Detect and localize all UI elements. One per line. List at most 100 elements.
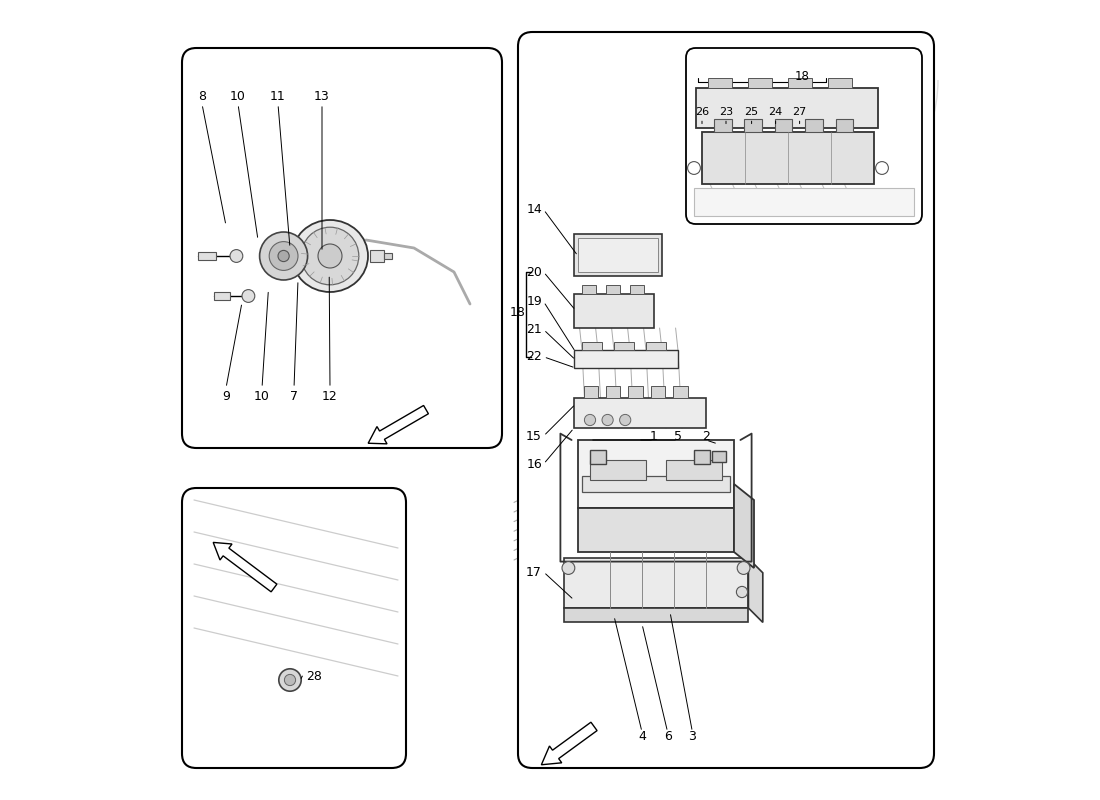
Text: 27: 27	[792, 107, 806, 117]
Ellipse shape	[292, 220, 368, 292]
Circle shape	[584, 414, 595, 426]
Bar	[614, 342, 634, 350]
Text: 20: 20	[526, 266, 542, 278]
Text: eurospares: eurospares	[226, 277, 322, 291]
Text: 16: 16	[526, 458, 542, 470]
Text: 9: 9	[222, 390, 230, 402]
FancyArrow shape	[368, 406, 428, 444]
Bar	[666, 460, 722, 480]
Circle shape	[230, 250, 243, 262]
Text: 8: 8	[198, 90, 206, 102]
Text: 14: 14	[526, 203, 542, 216]
Ellipse shape	[301, 227, 359, 285]
Bar	[788, 78, 812, 88]
FancyBboxPatch shape	[182, 48, 502, 448]
Bar	[707, 78, 732, 88]
Bar	[574, 350, 678, 368]
Bar	[714, 119, 732, 132]
Text: 26: 26	[695, 107, 710, 117]
Text: 2: 2	[702, 430, 710, 442]
Bar	[578, 238, 658, 272]
Text: eurospares: eurospares	[662, 521, 758, 535]
Circle shape	[619, 414, 630, 426]
Bar	[748, 78, 771, 88]
Bar	[574, 398, 706, 428]
Bar	[712, 451, 726, 462]
Polygon shape	[748, 558, 762, 622]
FancyBboxPatch shape	[518, 32, 934, 768]
Bar	[582, 476, 730, 492]
Text: 24: 24	[769, 107, 783, 117]
Text: 28: 28	[306, 670, 322, 682]
FancyBboxPatch shape	[182, 488, 406, 768]
Circle shape	[688, 162, 701, 174]
Bar	[606, 386, 620, 398]
Polygon shape	[734, 484, 754, 568]
Text: 7: 7	[290, 390, 298, 402]
Bar	[694, 450, 710, 464]
Circle shape	[602, 414, 613, 426]
Text: 19: 19	[526, 295, 542, 308]
Text: 3: 3	[689, 730, 696, 742]
Text: 18: 18	[510, 306, 526, 318]
Bar	[574, 294, 654, 328]
Bar	[198, 252, 216, 260]
Text: 4: 4	[638, 730, 646, 742]
Text: 6: 6	[663, 730, 671, 742]
Bar	[827, 78, 851, 88]
Text: 15: 15	[526, 430, 542, 442]
Bar	[774, 119, 792, 132]
Text: 5: 5	[674, 430, 682, 442]
Bar	[673, 386, 688, 398]
Bar	[646, 342, 666, 350]
Bar	[384, 253, 393, 259]
Bar	[214, 292, 230, 300]
Bar	[578, 440, 734, 508]
Text: 21: 21	[526, 323, 542, 336]
Circle shape	[736, 586, 748, 598]
Bar	[651, 386, 666, 398]
Text: 23: 23	[719, 107, 733, 117]
Text: 10: 10	[254, 390, 270, 402]
Text: 22: 22	[526, 350, 542, 363]
Circle shape	[285, 674, 296, 686]
Circle shape	[562, 562, 575, 574]
Bar	[695, 88, 878, 128]
Text: 12: 12	[322, 390, 338, 402]
Text: 1: 1	[650, 430, 658, 442]
Bar	[374, 192, 486, 336]
Circle shape	[260, 232, 308, 280]
Bar	[745, 119, 762, 132]
Text: 25: 25	[745, 107, 759, 117]
FancyArrow shape	[213, 542, 277, 592]
Bar	[370, 250, 384, 262]
Circle shape	[876, 162, 889, 174]
Circle shape	[318, 244, 342, 268]
FancyBboxPatch shape	[686, 48, 922, 224]
Bar	[574, 234, 662, 276]
Text: 11: 11	[271, 90, 286, 102]
Bar	[836, 119, 854, 132]
Circle shape	[278, 669, 301, 691]
Text: 18: 18	[794, 70, 810, 82]
Bar	[805, 119, 823, 132]
Circle shape	[242, 290, 255, 302]
Circle shape	[278, 250, 289, 262]
Text: 10: 10	[230, 90, 246, 102]
Bar	[584, 386, 598, 398]
Bar	[590, 460, 646, 480]
Bar	[606, 285, 620, 294]
FancyArrow shape	[541, 722, 597, 765]
Text: eurospares: eurospares	[758, 161, 846, 175]
Bar	[694, 188, 914, 216]
Bar	[563, 608, 748, 622]
Bar	[590, 450, 606, 464]
Bar	[582, 342, 602, 350]
Circle shape	[270, 242, 298, 270]
Text: 17: 17	[526, 566, 542, 578]
Bar	[578, 508, 734, 552]
Circle shape	[737, 562, 750, 574]
Bar	[702, 132, 875, 184]
Text: eurospares: eurospares	[230, 661, 318, 675]
Bar	[630, 285, 645, 294]
